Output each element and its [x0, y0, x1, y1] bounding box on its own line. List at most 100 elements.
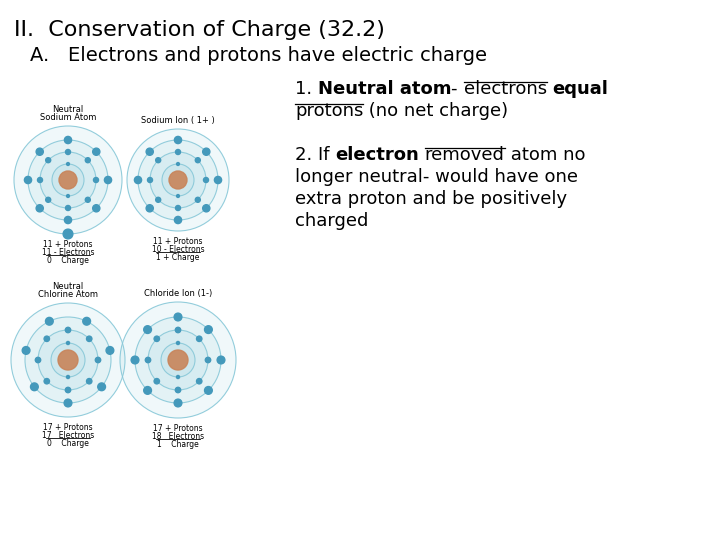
Circle shape — [131, 356, 139, 364]
Text: 17 + Protons: 17 + Protons — [43, 423, 93, 432]
Circle shape — [176, 206, 181, 211]
Circle shape — [146, 205, 153, 212]
Circle shape — [66, 341, 70, 345]
Text: 11 + Protons: 11 + Protons — [43, 240, 93, 249]
Circle shape — [14, 126, 122, 234]
Text: 2. If: 2. If — [295, 146, 336, 164]
Circle shape — [215, 177, 222, 184]
Text: 1.: 1. — [295, 80, 318, 98]
Circle shape — [168, 350, 188, 370]
Circle shape — [30, 383, 38, 390]
Circle shape — [174, 137, 181, 144]
Circle shape — [195, 158, 200, 163]
Circle shape — [174, 399, 182, 407]
Circle shape — [169, 171, 187, 189]
Text: 11 - Electrons: 11 - Electrons — [42, 248, 94, 257]
Circle shape — [44, 379, 50, 384]
Circle shape — [176, 150, 181, 154]
Circle shape — [94, 178, 99, 183]
Circle shape — [161, 343, 195, 377]
Circle shape — [205, 357, 211, 363]
Circle shape — [37, 178, 42, 183]
Circle shape — [66, 163, 69, 165]
Circle shape — [174, 313, 182, 321]
Circle shape — [120, 302, 236, 418]
Circle shape — [175, 327, 181, 333]
Text: 18   Electrons: 18 Electrons — [152, 432, 204, 441]
Circle shape — [156, 197, 161, 202]
Text: protons: protons — [295, 102, 364, 120]
Text: 11 + Protons: 11 + Protons — [153, 237, 203, 246]
Circle shape — [146, 148, 153, 156]
Circle shape — [36, 148, 43, 156]
Text: Neutral: Neutral — [53, 282, 84, 291]
Circle shape — [135, 317, 221, 403]
Text: 1    Charge: 1 Charge — [157, 440, 199, 449]
Circle shape — [44, 336, 50, 341]
Circle shape — [176, 163, 179, 165]
Circle shape — [162, 164, 194, 196]
Text: charged: charged — [295, 212, 369, 230]
Circle shape — [135, 177, 142, 184]
Text: extra proton and be positively: extra proton and be positively — [295, 190, 567, 208]
Circle shape — [195, 197, 200, 202]
Circle shape — [148, 178, 153, 183]
Circle shape — [38, 330, 98, 390]
Circle shape — [144, 326, 151, 334]
Circle shape — [104, 177, 112, 184]
Circle shape — [40, 152, 96, 208]
Circle shape — [204, 387, 212, 394]
Circle shape — [66, 150, 71, 154]
Text: A.   Electrons and protons have electric charge: A. Electrons and protons have electric c… — [30, 46, 487, 65]
Circle shape — [217, 356, 225, 364]
Circle shape — [150, 152, 206, 208]
Text: 0    Charge: 0 Charge — [47, 439, 89, 448]
Text: electrons: electrons — [464, 80, 546, 98]
Circle shape — [28, 140, 108, 220]
Text: 17 + Protons: 17 + Protons — [153, 424, 203, 433]
Text: 17   Electrons: 17 Electrons — [42, 431, 94, 440]
Circle shape — [176, 375, 179, 379]
Text: Chlorine Atom: Chlorine Atom — [38, 290, 98, 299]
Circle shape — [35, 357, 41, 363]
Text: 1 + Charge: 1 + Charge — [156, 253, 199, 262]
Circle shape — [66, 194, 69, 198]
Circle shape — [59, 171, 77, 189]
Circle shape — [86, 336, 92, 341]
Circle shape — [145, 357, 150, 363]
Circle shape — [95, 357, 101, 363]
Text: longer neutral- would have one: longer neutral- would have one — [295, 168, 578, 186]
Text: Neutral atom: Neutral atom — [318, 80, 451, 98]
Text: Sodium Ion ( 1+ ): Sodium Ion ( 1+ ) — [141, 116, 215, 125]
Circle shape — [106, 347, 114, 354]
Text: 10 - Electrons: 10 - Electrons — [152, 245, 204, 254]
Circle shape — [86, 379, 92, 384]
Circle shape — [203, 205, 210, 212]
Circle shape — [154, 379, 160, 384]
Circle shape — [63, 229, 73, 239]
Circle shape — [98, 383, 106, 390]
Circle shape — [138, 140, 218, 220]
Circle shape — [85, 197, 90, 202]
Circle shape — [66, 387, 71, 393]
Circle shape — [66, 327, 71, 333]
Text: (no net charge): (no net charge) — [364, 102, 508, 120]
Circle shape — [36, 205, 43, 212]
Circle shape — [58, 350, 78, 370]
Circle shape — [24, 177, 32, 184]
Circle shape — [45, 197, 50, 202]
Circle shape — [83, 318, 91, 325]
Text: 0    Charge: 0 Charge — [47, 256, 89, 265]
Circle shape — [197, 379, 202, 384]
Circle shape — [85, 158, 90, 163]
Circle shape — [25, 317, 111, 403]
Circle shape — [174, 217, 181, 224]
Text: II.  Conservation of Charge (32.2): II. Conservation of Charge (32.2) — [14, 20, 385, 40]
Circle shape — [204, 326, 212, 334]
Circle shape — [64, 217, 71, 224]
Text: Sodium Atom: Sodium Atom — [40, 113, 96, 122]
Circle shape — [197, 336, 202, 341]
Circle shape — [148, 330, 208, 390]
Circle shape — [52, 164, 84, 196]
Circle shape — [45, 318, 53, 325]
